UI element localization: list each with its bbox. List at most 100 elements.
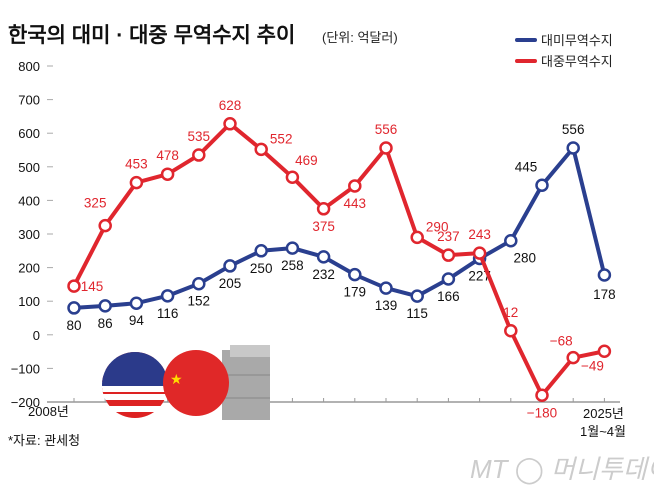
data-label: 552 — [270, 131, 293, 146]
data-label: 86 — [98, 316, 113, 331]
data-label: 445 — [515, 159, 538, 174]
y-tick-label: 100 — [18, 294, 40, 309]
data-point — [254, 142, 268, 157]
x-label-last: 2025년 — [583, 406, 624, 421]
y-tick-label: −200 — [11, 395, 40, 410]
chart-title: 한국의 대미 · 대중 무역수지 추이 — [8, 24, 295, 47]
data-label: 628 — [219, 98, 242, 113]
data-point — [597, 344, 612, 359]
data-point — [192, 148, 206, 162]
data-point — [348, 267, 362, 282]
data-point — [192, 276, 206, 291]
data-label: 258 — [281, 258, 304, 273]
data-point — [67, 279, 81, 293]
data-point — [223, 259, 237, 273]
y-tick-label: 500 — [18, 160, 40, 175]
data-label: −49 — [581, 358, 604, 373]
data-label: 250 — [250, 261, 273, 276]
data-label: 478 — [156, 148, 179, 163]
y-tick-label: 200 — [18, 261, 40, 276]
data-point — [441, 248, 456, 262]
data-label: −68 — [550, 334, 573, 349]
data-point — [379, 141, 393, 155]
data-label: 237 — [437, 229, 460, 244]
data-point — [566, 350, 580, 365]
data-point — [566, 141, 580, 155]
data-point — [472, 246, 487, 260]
data-label: 535 — [188, 129, 211, 144]
china-flag-icon — [163, 350, 229, 416]
y-tick-label: 800 — [18, 59, 40, 74]
legend: 대미무역수지 대중무역수지 — [515, 33, 613, 69]
data-point — [504, 233, 518, 248]
data-label: 115 — [406, 306, 428, 321]
data-label: 325 — [84, 196, 107, 211]
data-point — [535, 388, 549, 403]
data-label: 166 — [437, 289, 460, 304]
data-label: 205 — [219, 276, 242, 291]
data-label: 152 — [188, 294, 211, 309]
data-label: 116 — [157, 306, 179, 321]
data-point — [316, 202, 331, 216]
legend-label-us: 대미무역수지 — [541, 33, 613, 48]
watermark-logo: MT ◯ 머니투데이 — [470, 454, 654, 485]
x-label-last-sub: 1월~4월 — [580, 424, 626, 439]
data-point — [223, 117, 237, 131]
data-point — [535, 178, 549, 193]
data-label: 243 — [468, 227, 491, 242]
data-point — [285, 170, 300, 184]
data-label: 556 — [375, 122, 398, 137]
data-label: 556 — [562, 122, 585, 137]
source-note: *자료: 관세청 — [8, 433, 80, 448]
data-point — [160, 167, 175, 181]
data-label: 178 — [593, 287, 616, 302]
data-point — [160, 289, 175, 303]
data-label: 139 — [375, 298, 398, 313]
data-point — [441, 272, 456, 286]
x-label-first: 2008년 — [28, 404, 69, 419]
data-label: 443 — [344, 196, 367, 211]
money-stack-icon — [222, 345, 270, 420]
data-point — [129, 296, 144, 310]
data-label: 145 — [81, 279, 104, 294]
data-point — [410, 289, 424, 303]
data-label: 94 — [129, 313, 145, 328]
data-label: 469 — [295, 153, 318, 168]
data-point — [67, 301, 81, 315]
data-label: 179 — [344, 285, 367, 300]
y-tick-label: 600 — [18, 126, 40, 141]
data-point — [129, 175, 144, 190]
unit-label: (단위: 억달러) — [322, 30, 398, 45]
data-label: 12 — [503, 305, 518, 320]
y-tick-label: 400 — [18, 193, 40, 208]
data-point — [504, 324, 518, 338]
data-point — [285, 241, 300, 255]
svg-text:★: ★ — [170, 371, 183, 387]
data-label: 80 — [66, 318, 81, 333]
legend-label-china: 대중무역수지 — [541, 54, 613, 69]
y-tick-label: 300 — [18, 227, 40, 242]
data-point — [98, 218, 112, 233]
data-point — [316, 250, 331, 264]
data-point — [379, 281, 393, 295]
data-label: 375 — [312, 219, 335, 234]
data-point — [98, 299, 112, 313]
us-flag-icon — [102, 352, 168, 418]
y-tick-label: 700 — [18, 93, 40, 108]
data-point — [254, 244, 268, 258]
data-point — [597, 268, 612, 282]
data-point — [348, 179, 362, 193]
y-tick-label: 0 — [33, 328, 40, 343]
data-label: 453 — [125, 157, 148, 172]
data-label: 280 — [514, 251, 537, 266]
data-label: 232 — [312, 267, 335, 282]
data-label: 290 — [426, 219, 449, 234]
y-tick-label: −100 — [11, 361, 40, 376]
data-label: −180 — [527, 405, 557, 420]
flags-illustration: ★ — [102, 345, 270, 420]
data-point — [410, 230, 424, 245]
